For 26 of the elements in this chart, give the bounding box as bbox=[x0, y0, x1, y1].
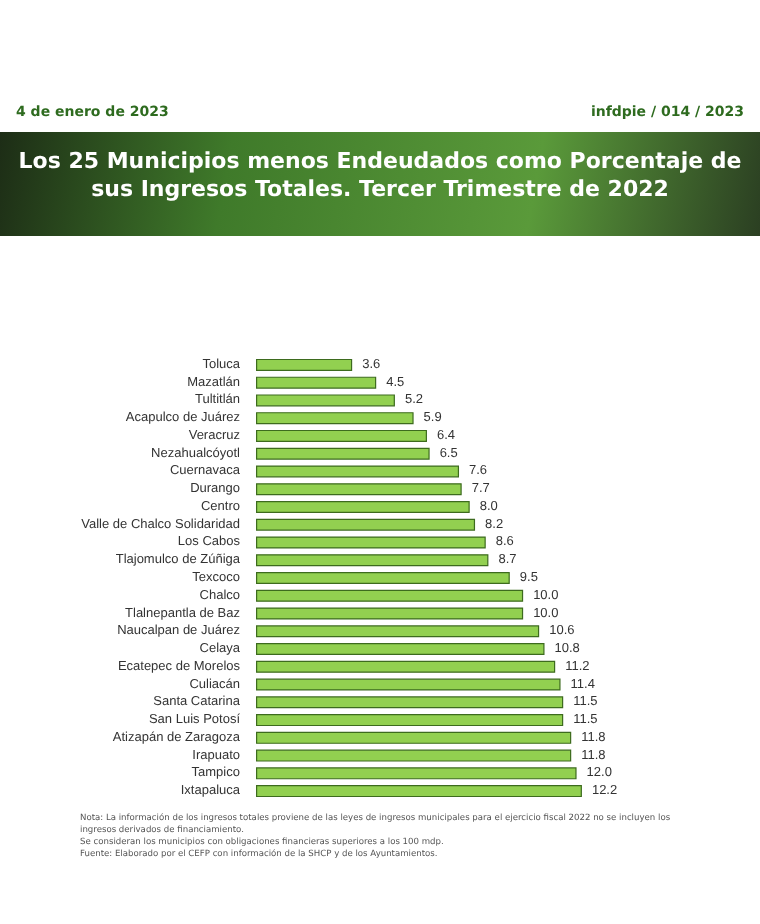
bar bbox=[256, 785, 582, 798]
bar bbox=[256, 358, 353, 371]
bar bbox=[256, 536, 486, 549]
bar bbox=[256, 376, 377, 389]
bar bbox=[256, 572, 510, 584]
bar bbox=[256, 749, 572, 762]
bar bbox=[256, 625, 540, 638]
bar bbox=[256, 660, 556, 673]
bar bbox=[256, 429, 427, 442]
bar bbox=[256, 500, 470, 513]
bar bbox=[256, 696, 564, 709]
bar bbox=[256, 607, 524, 620]
bar bbox=[256, 518, 476, 531]
bar bbox=[256, 483, 462, 496]
bar bbox=[256, 678, 561, 691]
bar bbox=[256, 465, 460, 478]
bar bbox=[256, 714, 564, 727]
bar bbox=[256, 394, 395, 407]
bar bbox=[256, 767, 577, 780]
bar bbox=[256, 412, 414, 425]
bar bbox=[256, 731, 572, 744]
bar bbox=[256, 589, 524, 602]
bar bbox=[256, 447, 430, 460]
bar bbox=[256, 554, 489, 567]
bar bbox=[256, 643, 545, 656]
chart-title: Los 25 Municipios menos Endeudados como Porcentaje de sus Ingresos Totales. Tercer Trimestre de 2022 bbox=[0, 132, 760, 236]
